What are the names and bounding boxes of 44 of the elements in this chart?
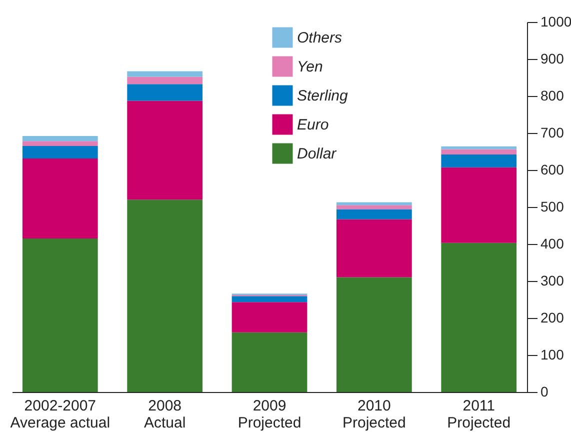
y-tick-label: 700 [540, 124, 564, 140]
bar [336, 277, 412, 392]
bar [22, 158, 98, 238]
legend-label: Others [297, 30, 343, 46]
bar [441, 146, 517, 150]
x-tick-label: 2011 Projected [447, 398, 511, 432]
y-tick-label: 600 [540, 162, 564, 178]
y-tick-label: 500 [540, 198, 564, 214]
bar [441, 149, 517, 154]
bar [22, 141, 98, 146]
y-tick-label: 800 [540, 88, 564, 104]
x-tick-label: 2002-2007 Average actual [10, 398, 110, 432]
bar [441, 242, 517, 392]
legend-label: Sterling [297, 88, 349, 104]
bar [22, 146, 98, 159]
bar [22, 238, 98, 392]
y-tick-label: 900 [540, 50, 564, 66]
bar [336, 205, 412, 210]
legend-label: Euro [297, 116, 329, 134]
legend-label: Yen [297, 58, 323, 76]
bar [336, 209, 412, 220]
y-tick-label: 1000 [540, 14, 571, 30]
legend-label: Dollar [297, 146, 338, 162]
bar [127, 100, 203, 200]
y-tick-label: 200 [540, 310, 564, 326]
x-tick-label: 2009 Projected [238, 398, 302, 432]
bar [441, 167, 517, 243]
y-tick-label: 300 [540, 272, 564, 288]
bar [127, 84, 203, 101]
bar [336, 219, 412, 278]
bar [127, 71, 203, 77]
x-tick-label: 2008 Actual [144, 398, 186, 432]
bar [441, 154, 517, 168]
bar [232, 296, 308, 302]
bar [232, 302, 308, 332]
bar [127, 200, 203, 392]
bar [127, 76, 203, 84]
bar [232, 332, 308, 392]
bar [336, 202, 412, 206]
x-tick-label: 2010 Projected [342, 398, 406, 432]
bar [22, 136, 98, 142]
y-tick-label: 0 [540, 384, 548, 400]
y-tick-label: 100 [540, 346, 564, 362]
y-tick-label: 400 [540, 236, 564, 252]
